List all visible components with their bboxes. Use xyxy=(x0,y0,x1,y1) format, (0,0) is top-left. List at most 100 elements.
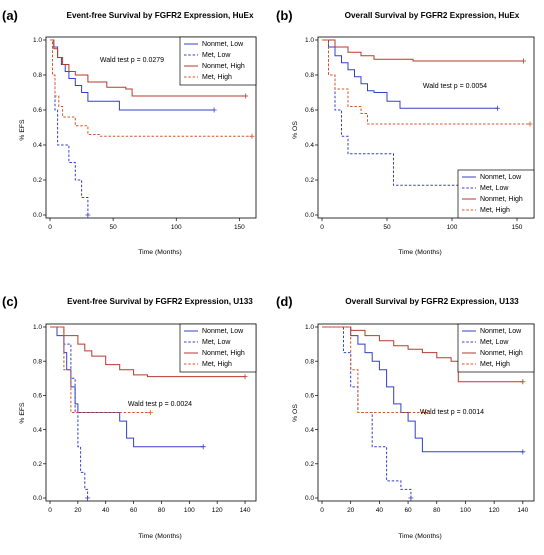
y-tick-label: 0.2 xyxy=(305,461,314,468)
censor-mark xyxy=(527,121,533,127)
y-tick-label: 0.8 xyxy=(305,72,314,79)
censor-mark xyxy=(408,495,414,501)
y-tick-label: 1.0 xyxy=(33,324,42,331)
censor-mark xyxy=(243,93,249,99)
y-tick-label: 0.8 xyxy=(305,358,314,365)
y-tick-label: 0.0 xyxy=(305,495,314,502)
x-tick-label: 60 xyxy=(130,507,138,514)
y-tick-label: 0.8 xyxy=(33,358,42,365)
series-line-3 xyxy=(50,39,246,97)
series-line-1 xyxy=(322,326,523,453)
x-axis-label: Time (Months) xyxy=(398,249,442,256)
y-axis-label: % OS xyxy=(292,404,299,422)
legend-entry: Met, High xyxy=(202,361,232,368)
legend-entry: Met, High xyxy=(480,207,510,214)
chart-title: Overall Survival by FGFR2 Expression, U1… xyxy=(345,297,519,306)
legend-entry: Nonmet, Low xyxy=(480,174,522,181)
x-tick-label: 50 xyxy=(110,224,118,231)
series-line-2 xyxy=(322,39,524,186)
censor-mark xyxy=(495,105,500,111)
censor-mark xyxy=(147,410,153,415)
x-tick-label: 0 xyxy=(48,507,52,514)
wald-test-annotation: Wald test p = 0.0054 xyxy=(423,83,487,90)
series-line-4 xyxy=(322,39,530,125)
legend-entry: Met, Low xyxy=(202,339,231,346)
plot-frame xyxy=(45,36,257,219)
y-tick-label: 0.4 xyxy=(33,427,42,434)
chart-panel-1: (a) Event-free Survival by FGFR2 Expressi… xyxy=(2,8,257,256)
x-tick-label: 0 xyxy=(320,224,324,231)
y-tick-label: 0.2 xyxy=(33,177,42,184)
y-tick-label: 0.8 xyxy=(33,72,42,79)
wald-test-annotation: Wald test p = 0.0279 xyxy=(100,57,164,64)
y-tick-label: 0.4 xyxy=(305,142,314,149)
y-tick-label: 1.0 xyxy=(305,324,314,331)
censor-mark xyxy=(242,374,248,380)
y-axis-label: % OS xyxy=(292,121,299,139)
x-tick-label: 60 xyxy=(404,507,412,514)
legend-entry: Met, High xyxy=(480,361,510,368)
y-tick-label: 0.0 xyxy=(305,212,314,219)
x-tick-label: 100 xyxy=(447,224,458,231)
legend-entry: Nonmet, Low xyxy=(202,328,244,335)
x-tick-label: 100 xyxy=(460,507,471,514)
legend-entry: Nonmet, High xyxy=(480,196,523,203)
x-tick-label: 100 xyxy=(184,507,195,514)
x-tick-label: 140 xyxy=(517,507,528,514)
panel-label: (b) xyxy=(276,8,293,23)
y-axis-label: % EFS xyxy=(19,402,26,424)
panel-label: (a) xyxy=(2,8,18,23)
chart-title: Event-free Survival by FGFR2 Expression,… xyxy=(66,11,253,20)
plot-frame xyxy=(317,323,535,502)
x-tick-label: 120 xyxy=(212,507,223,514)
censor-mark xyxy=(520,379,526,385)
x-axis-label: Time (Months) xyxy=(138,249,182,256)
legend-entry: Met, Low xyxy=(480,339,509,346)
x-tick-label: 100 xyxy=(171,224,182,231)
series-line-3 xyxy=(322,326,523,383)
x-tick-label: 20 xyxy=(347,507,355,514)
legend-entry: Met, Low xyxy=(202,52,231,59)
legend-entry: Nonmet, High xyxy=(480,350,523,357)
censor-mark xyxy=(211,107,217,113)
legend-entry: Nonmet, Low xyxy=(202,41,244,48)
legend-entry: Nonmet, High xyxy=(202,63,245,70)
x-axis-label: Time (Months) xyxy=(398,533,442,540)
censor-mark xyxy=(85,495,91,501)
censor-mark xyxy=(521,58,526,64)
censor-mark xyxy=(520,449,526,455)
y-tick-label: 0.6 xyxy=(305,393,314,400)
legend-entry: Met, Low xyxy=(480,185,509,192)
y-tick-label: 0.6 xyxy=(33,393,42,400)
plot-frame xyxy=(45,323,257,502)
censor-mark xyxy=(85,212,91,218)
plot-frame xyxy=(317,36,535,219)
x-tick-label: 80 xyxy=(158,507,166,514)
x-tick-label: 120 xyxy=(489,507,500,514)
y-axis-label: % EFS xyxy=(19,119,26,141)
y-tick-label: 0.0 xyxy=(33,495,42,502)
censor-mark xyxy=(200,444,206,450)
x-tick-label: 0 xyxy=(48,224,52,231)
y-tick-label: 0.4 xyxy=(305,427,314,434)
chart-title: Overall Survival by FGFR2 Expression, Hu… xyxy=(345,11,520,20)
panel-label: (c) xyxy=(2,294,18,309)
y-tick-label: 0.4 xyxy=(33,142,42,149)
x-axis-label: Time (Months) xyxy=(138,533,182,540)
legend-entry: Met, High xyxy=(202,74,232,81)
series-line-1 xyxy=(322,39,498,109)
y-tick-label: 0.0 xyxy=(33,212,42,219)
wald-test-annotation: Wald test p = 0.0014 xyxy=(420,409,484,416)
chart-title: Event-free Survival by FGFR2 Expression,… xyxy=(67,297,253,306)
y-tick-label: 0.2 xyxy=(33,461,42,468)
y-tick-label: 0.6 xyxy=(33,107,42,114)
x-tick-label: 40 xyxy=(376,507,384,514)
x-tick-label: 0 xyxy=(320,507,324,514)
chart-panel-2: (b) Overall Survival by FGFR2 Expression,… xyxy=(276,8,535,256)
legend-entry: Nonmet, Low xyxy=(480,328,522,335)
censor-mark xyxy=(422,410,428,415)
x-tick-label: 40 xyxy=(102,507,110,514)
chart-panel-4: (d) Overall Survival by FGFR2 Expression,… xyxy=(276,294,535,540)
y-tick-label: 1.0 xyxy=(33,37,42,44)
